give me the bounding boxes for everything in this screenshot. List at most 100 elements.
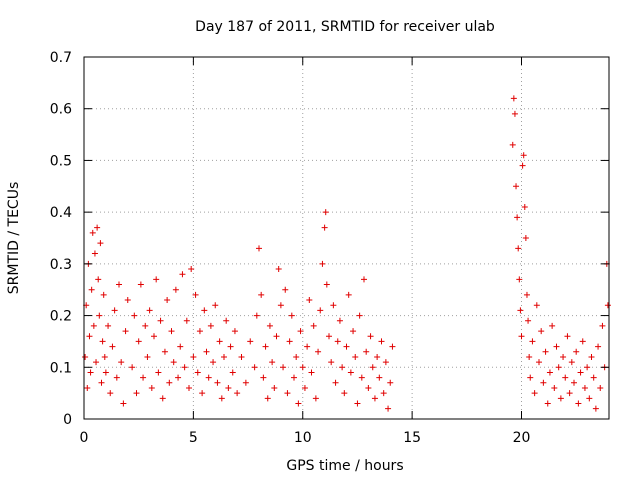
data-point xyxy=(511,110,518,117)
data-point xyxy=(387,379,394,386)
data-point xyxy=(517,307,524,314)
data-point xyxy=(199,390,206,397)
data-point xyxy=(196,328,203,335)
data-point xyxy=(363,348,370,355)
data-point xyxy=(549,322,556,329)
data-point xyxy=(321,224,328,231)
data-point xyxy=(514,214,521,221)
data-point xyxy=(170,359,177,366)
data-point xyxy=(328,359,335,366)
data-point xyxy=(522,235,529,241)
data-point xyxy=(282,286,289,293)
data-point xyxy=(560,353,567,360)
data-point xyxy=(256,245,262,252)
data-point xyxy=(376,374,383,381)
data-point xyxy=(168,328,175,335)
data-point xyxy=(87,369,94,376)
data-point xyxy=(343,343,350,350)
data-point xyxy=(95,276,102,283)
data-point xyxy=(146,307,153,314)
data-point xyxy=(568,359,575,366)
y-tick-label: 0.2 xyxy=(50,309,72,325)
data-point xyxy=(284,390,291,397)
data-point xyxy=(97,240,104,247)
data-point xyxy=(186,384,192,391)
data-point xyxy=(352,353,359,360)
data-point xyxy=(242,379,249,386)
data-point xyxy=(584,364,591,371)
data-point xyxy=(520,152,527,159)
data-point xyxy=(301,384,308,391)
plot-frame xyxy=(83,56,610,420)
data-point xyxy=(82,353,89,360)
grid-lines xyxy=(84,57,609,419)
data-point xyxy=(212,302,219,309)
data-point xyxy=(94,224,101,231)
data-point xyxy=(557,395,564,402)
data-point xyxy=(382,359,389,366)
data-point xyxy=(369,364,376,371)
data-point xyxy=(374,353,381,360)
data-point xyxy=(188,266,195,273)
data-point xyxy=(332,379,339,386)
chart-title: Day 187 of 2011, SRMTID for receiver ula… xyxy=(195,19,495,35)
y-tick-label: 0.4 xyxy=(50,205,72,221)
y-axis-label: SRMTID / TECUs xyxy=(6,182,22,295)
data-point xyxy=(98,379,105,386)
data-points xyxy=(82,95,611,412)
data-point xyxy=(531,390,538,397)
data-point xyxy=(546,369,553,376)
data-point xyxy=(573,348,580,355)
data-point xyxy=(358,374,365,381)
data-point xyxy=(533,302,540,309)
data-point xyxy=(151,333,157,340)
data-point xyxy=(551,384,558,391)
data-point xyxy=(137,281,144,288)
data-point xyxy=(113,374,120,381)
data-point xyxy=(90,322,97,329)
data-point xyxy=(371,395,378,402)
data-point xyxy=(604,302,611,309)
data-point xyxy=(515,245,522,252)
data-point xyxy=(521,203,528,210)
y-tick-label: 0 xyxy=(63,412,72,428)
data-point xyxy=(280,364,287,371)
data-point xyxy=(247,338,254,345)
data-point xyxy=(159,395,166,402)
data-point xyxy=(107,390,114,397)
data-point xyxy=(214,379,221,386)
data-point xyxy=(131,312,138,319)
data-point xyxy=(555,364,562,371)
data-point xyxy=(221,353,227,360)
data-point xyxy=(525,317,532,324)
data-point xyxy=(148,384,155,391)
data-point xyxy=(544,400,551,407)
data-point xyxy=(592,405,599,412)
data-point xyxy=(238,353,245,360)
data-point xyxy=(155,369,162,376)
data-point xyxy=(354,400,361,407)
data-point xyxy=(345,291,352,298)
data-point xyxy=(588,353,595,360)
data-point xyxy=(201,307,208,314)
data-point xyxy=(253,312,260,319)
data-point xyxy=(183,317,190,324)
data-point xyxy=(271,384,278,391)
data-point xyxy=(350,328,357,335)
data-point xyxy=(177,343,184,350)
data-point xyxy=(124,297,131,304)
data-point xyxy=(581,384,588,391)
data-point xyxy=(577,369,584,376)
data-point xyxy=(339,364,346,371)
data-point xyxy=(336,317,343,324)
data-point xyxy=(207,322,214,329)
data-point xyxy=(518,333,525,340)
data-point xyxy=(295,400,302,407)
data-point xyxy=(341,390,348,397)
data-point xyxy=(120,400,127,407)
data-point xyxy=(99,338,106,345)
data-point xyxy=(523,291,530,298)
data-point xyxy=(203,348,210,355)
data-point xyxy=(599,322,606,329)
